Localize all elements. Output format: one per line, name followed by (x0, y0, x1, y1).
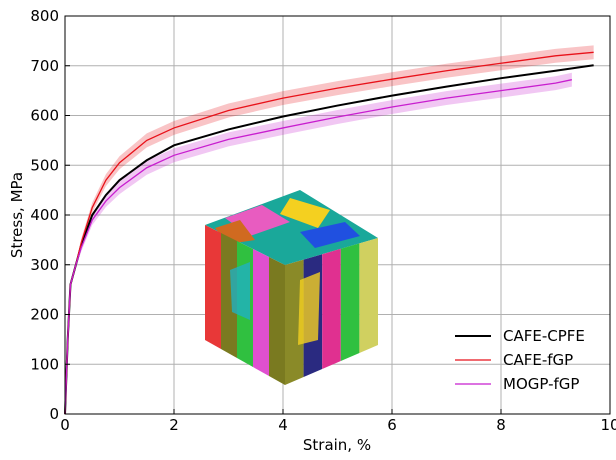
y-tick-label: 600 (30, 107, 59, 125)
y-tick-label: 200 (30, 306, 59, 324)
x-tick-label: 8 (496, 416, 506, 434)
legend-label: MOGP-fGP (503, 375, 579, 393)
x-tick-label: 4 (278, 416, 288, 434)
legend-label: CAFE-fGP (503, 351, 573, 369)
series-line (64, 79, 572, 415)
y-axis-label: Stress, MPa (8, 172, 26, 258)
y-tick-label: 800 (30, 7, 59, 25)
cube-illustration (205, 190, 378, 385)
x-tick-label: 10 (600, 416, 616, 434)
y-tick-label: 0 (49, 405, 59, 423)
y-tick-label: 100 (30, 355, 59, 373)
plot-frame (64, 15, 611, 415)
y-tick-label: 300 (30, 256, 59, 274)
y-tick-label: 700 (30, 57, 59, 75)
y-tick-label: 500 (30, 156, 59, 174)
x-tick-label: 6 (387, 416, 397, 434)
x-tick-label: 0 (60, 416, 70, 434)
x-axis-label: Strain, % (303, 436, 371, 454)
x-tick-label: 2 (169, 416, 179, 434)
legend-label: CAFE-CPFE (503, 327, 585, 345)
y-tick-label: 400 (30, 206, 59, 224)
